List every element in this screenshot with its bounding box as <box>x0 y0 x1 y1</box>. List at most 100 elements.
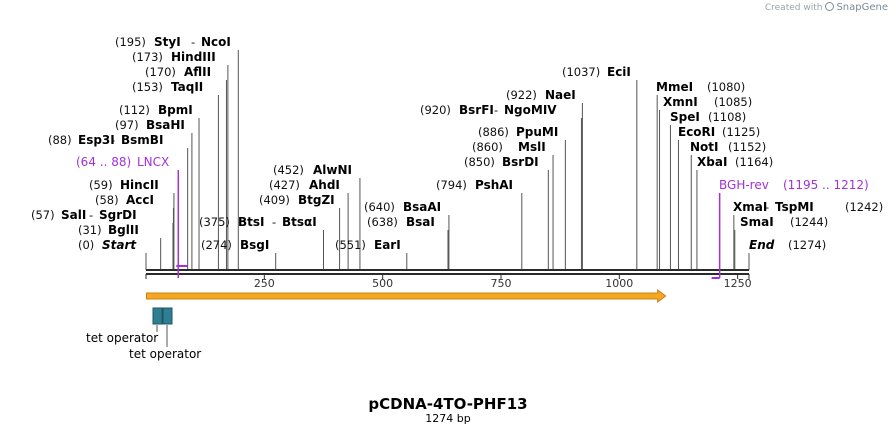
site-msli-position: (860) <box>472 140 503 154</box>
site-aflii-position: (170) <box>145 65 176 79</box>
site-aflii-name[interactable]: AflII <box>184 65 211 79</box>
site-bsaai-position: (640) <box>364 200 395 214</box>
site-btgzi-name[interactable]: BtgZI <box>298 193 335 207</box>
site-esp3i-name[interactable]: Esp3I <box>78 133 115 147</box>
start-position: (0) <box>78 238 94 252</box>
site-acci-position: (58) <box>95 193 119 207</box>
site-smai-position: (1244) <box>790 215 828 229</box>
site-hincii-name[interactable]: HincII <box>120 178 159 192</box>
tet-operator-box-2[interactable] <box>162 307 173 325</box>
site-eari-name[interactable]: EarI <box>374 238 401 252</box>
site-bsahi-name[interactable]: BsaHI <box>146 118 185 132</box>
site-xbai-name[interactable]: XbaI <box>697 155 727 169</box>
site-bsrfi-name[interactable]: BsrFI <box>459 103 494 117</box>
site-bsgi-position: (274) <box>201 238 232 252</box>
credit-brand: SnapGene <box>836 2 888 13</box>
site-esp3i-position: (88) <box>48 133 72 147</box>
site-smai-name[interactable]: SmaI <box>740 215 774 229</box>
site-bpmi-position: (112) <box>119 103 150 117</box>
end-label: End <box>749 238 775 252</box>
site-xmai-name2[interactable]: TspMI <box>775 200 814 214</box>
site-acci-name[interactable]: AccI <box>126 193 154 207</box>
site-mmei-name[interactable]: MmeI <box>656 80 693 94</box>
site-xmai-dash: - <box>765 200 769 214</box>
site-bsrdi-position: (850) <box>464 155 495 169</box>
site-taqii-name[interactable]: TaqII <box>171 80 203 94</box>
orf-arrow[interactable] <box>145 289 667 303</box>
site-bsai-position: (638) <box>367 215 398 229</box>
site-xbai-position: (1164) <box>735 155 773 169</box>
site-ecii-name[interactable]: EciI <box>607 65 631 79</box>
site-esp3i-name2[interactable]: BsmBI <box>121 133 163 147</box>
site-mmei-position: (1080) <box>707 80 745 94</box>
site-bsrfi-position: (920) <box>420 103 451 117</box>
tick-label-1000: 1000 <box>605 277 633 290</box>
site-bsahi-position: (97) <box>115 118 139 132</box>
site-bsai-name[interactable]: BsaI <box>406 215 435 229</box>
tick-label-1250: 1250 <box>724 277 752 290</box>
plasmid-name: pCDNA-4TO-PHF13 <box>368 395 528 413</box>
site-ahdi-name[interactable]: AhdI <box>309 178 340 192</box>
site-bpmi-name[interactable]: BpmI <box>158 103 193 117</box>
site-pshai-name[interactable]: PshAI <box>475 178 513 192</box>
site-styi-name[interactable]: StyI <box>154 35 181 49</box>
site-sali-name2[interactable]: SgrDI <box>99 208 137 222</box>
site-xmni-position: (1085) <box>714 95 752 109</box>
primer-bgh-rev-name: BGH-rev <box>719 178 769 192</box>
credit-prefix: Created with <box>764 3 823 13</box>
site-bglii-position: (31) <box>78 223 102 237</box>
site-noti-position: (1152) <box>728 140 766 154</box>
site-naei-name[interactable]: NaeI <box>545 88 576 102</box>
site-xmai-position: (1242) <box>845 200 883 214</box>
site-spei-name[interactable]: SpeI <box>670 110 700 124</box>
site-btsi-name2[interactable]: BtsαI <box>282 215 317 229</box>
site-hindiii-name[interactable]: HindIII <box>171 50 216 64</box>
site-bglii-name[interactable]: BglII <box>108 223 139 237</box>
site-xmai-name[interactable]: XmaI <box>733 200 767 214</box>
site-ppumi-name[interactable]: PpuMI <box>516 125 558 139</box>
site-alwni-name[interactable]: AlwNI <box>313 163 352 177</box>
tick-label-250: 250 <box>254 277 275 290</box>
tet-operator-label-1: tet operator <box>86 331 158 345</box>
site-hindiii-position: (173) <box>132 50 163 64</box>
plasmid-length: 1274 bp <box>425 412 471 425</box>
tick-label-500: 500 <box>372 277 393 290</box>
site-esp3i-dash: - <box>111 133 115 147</box>
site-hincii-position: (59) <box>89 178 113 192</box>
primer-marks <box>176 170 721 279</box>
site-btgzi-position: (409) <box>259 193 290 207</box>
site-styi-position: (195) <box>115 35 146 49</box>
site-ecori-name[interactable]: EcoRI <box>678 125 715 139</box>
site-sali-name[interactable]: SalI <box>61 208 86 222</box>
site-ecii-position: (1037) <box>562 65 600 79</box>
site-bsrfi-name2[interactable]: NgoMIV <box>504 103 557 117</box>
site-bsrdi-name[interactable]: BsrDI <box>502 155 539 169</box>
site-labels: (31) BglII(57) SalI - SgrDI(58) AccI(59) HincI… <box>31 35 883 252</box>
site-bsrfi-dash: - <box>494 103 498 117</box>
end-position: (1274) <box>788 238 826 252</box>
site-bsaai-name[interactable]: BsaAI <box>403 200 441 214</box>
site-btsi-dash: - <box>272 215 276 229</box>
snapgene-logo-icon <box>825 2 835 11</box>
site-noti-name[interactable]: NotI <box>690 140 719 154</box>
tet-operator-box-1[interactable] <box>152 307 163 325</box>
site-styi-name2[interactable]: NcoI <box>201 35 231 49</box>
site-xmni-name[interactable]: XmnI <box>663 95 698 109</box>
site-sali-dash: - <box>89 208 93 222</box>
site-alwni-position: (452) <box>273 163 304 177</box>
site-btsi-position: (375) <box>199 215 230 229</box>
site-styi-dash: - <box>191 35 195 49</box>
site-pshai-position: (794) <box>436 178 467 192</box>
site-taqii-position: (153) <box>132 80 163 94</box>
site-btsi-name[interactable]: BtsI <box>238 215 265 229</box>
primer-lncx-name: LNCX <box>137 155 169 169</box>
snapgene-credit: Created with SnapGene <box>765 2 888 13</box>
site-eari-position: (551) <box>335 238 366 252</box>
site-bsgi-name[interactable]: BsgI <box>240 238 269 252</box>
site-ahdi-position: (427) <box>269 178 300 192</box>
site-naei-position: (922) <box>506 88 537 102</box>
site-msli-name[interactable]: MslI <box>518 140 546 154</box>
tick-label-750: 750 <box>490 277 511 290</box>
primer-lncx-range: (64 .. 88) <box>76 155 131 169</box>
